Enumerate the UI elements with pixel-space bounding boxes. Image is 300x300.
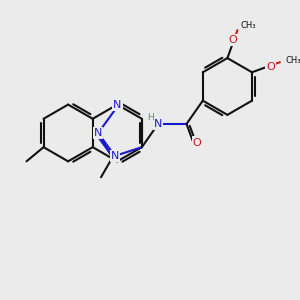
- Text: H: H: [147, 113, 154, 122]
- Text: N: N: [111, 151, 119, 161]
- Text: CH₃: CH₃: [240, 21, 256, 30]
- Text: CH₃: CH₃: [286, 56, 300, 65]
- Text: N: N: [94, 128, 102, 138]
- Text: O: O: [266, 62, 275, 72]
- Text: O: O: [228, 34, 237, 45]
- Text: O: O: [193, 138, 202, 148]
- Text: N: N: [113, 100, 122, 110]
- Text: N: N: [154, 119, 162, 129]
